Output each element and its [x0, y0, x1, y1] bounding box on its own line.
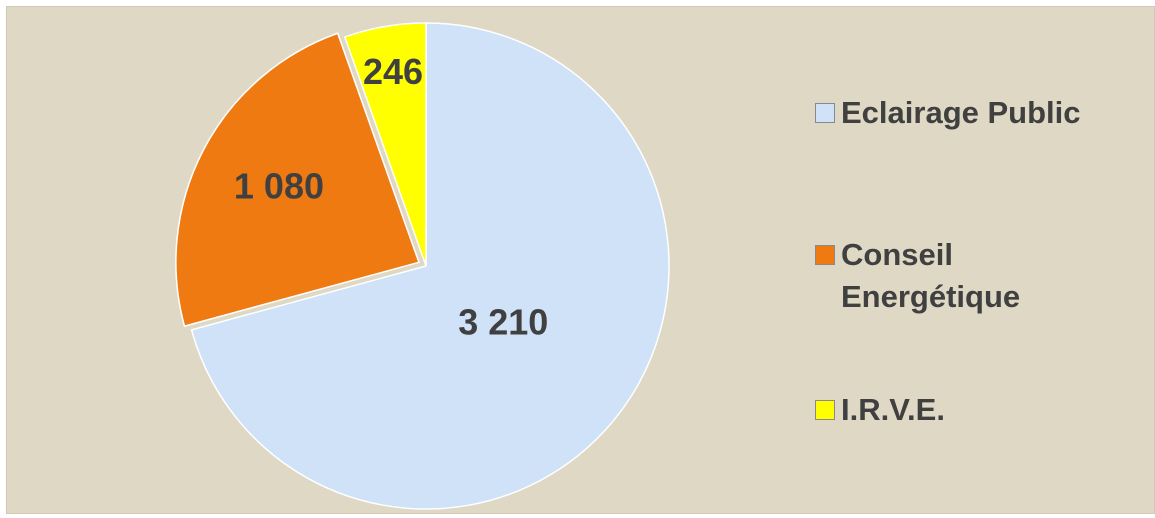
legend-item: I.R.V.E.: [815, 389, 1131, 431]
data-label: 246: [363, 51, 423, 92]
legend-swatch: [815, 245, 835, 265]
data-label: 3 210: [458, 302, 548, 343]
legend-swatch: [815, 400, 835, 420]
pie-slice: [190, 22, 670, 510]
legend-swatch: [815, 103, 835, 123]
legend-label: Conseil Energétique: [841, 237, 1021, 314]
legend-item: Conseil Energétique: [815, 234, 1041, 318]
legend-label: I.R.V.E.: [841, 392, 945, 427]
data-label: 1 080: [234, 166, 324, 207]
legend-label: Eclairage Public: [841, 95, 1081, 130]
pie-slice: [343, 22, 427, 267]
legend-item: Eclairage Public: [815, 92, 1131, 134]
chart: 3 210 1 080 246: [175, 22, 670, 510]
chart-background: 3 210 1 080 246 Eclairage Public Conseil En…: [6, 6, 1155, 514]
pie-slice: [175, 32, 420, 328]
